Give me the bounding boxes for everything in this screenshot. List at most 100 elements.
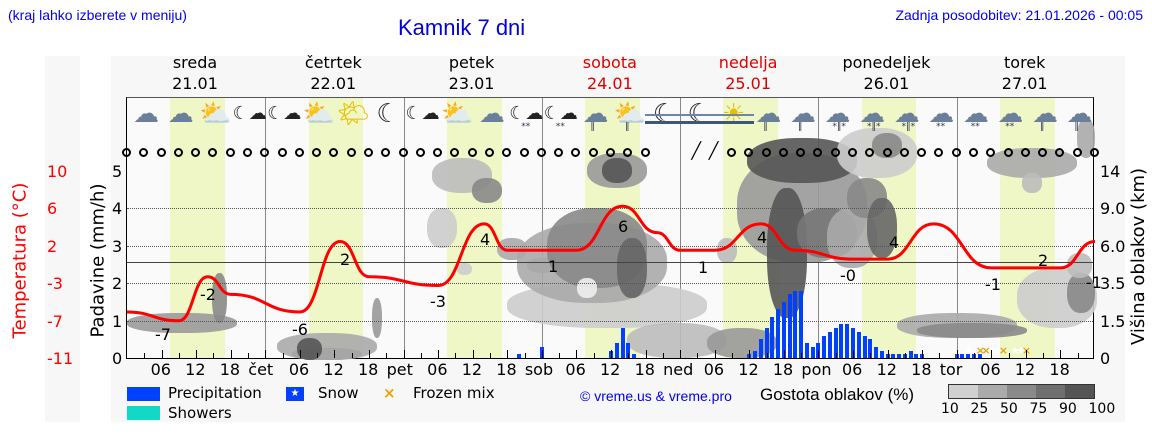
calm-wind-icon bbox=[778, 148, 788, 157]
cloud-axis-label: Višina oblakov (km) bbox=[1128, 167, 1150, 346]
precip-bar bbox=[862, 335, 867, 358]
calm-wind-icon bbox=[951, 148, 961, 157]
calm-wind-icon bbox=[173, 148, 183, 157]
cloud-density-cell bbox=[372, 298, 382, 338]
precip-bar bbox=[764, 328, 769, 358]
x-tick-label: 06 bbox=[842, 360, 863, 379]
axis-tick-label: 5 bbox=[112, 162, 123, 181]
calm-wind-icon bbox=[1003, 148, 1013, 157]
day-header: sobota 24.01 bbox=[541, 52, 679, 94]
temp-extreme-label: -1 bbox=[1086, 273, 1102, 292]
hour-tick bbox=[714, 350, 716, 358]
calm-wind-icon bbox=[848, 148, 857, 157]
x-tick-label: 12 bbox=[1014, 360, 1036, 379]
cloud-density-cell bbox=[1067, 273, 1095, 313]
calm-wind-icon bbox=[744, 148, 754, 157]
hour-tick bbox=[904, 353, 906, 358]
axis-tick-label: 2 bbox=[112, 274, 123, 294]
day-name: četrtek bbox=[304, 53, 362, 72]
calm-wind-icon bbox=[225, 148, 235, 157]
cloud-rain-icon: ☁ ‖ bbox=[755, 99, 782, 132]
calm-wind-icon bbox=[312, 148, 322, 157]
x-tick-label: 18 bbox=[1049, 360, 1070, 379]
precip-mark-icon: ‖ bbox=[625, 122, 630, 132]
precip-mark-icon: ** bbox=[1005, 122, 1015, 132]
hour-tick bbox=[1060, 350, 1062, 358]
frozen-mix-x-icon: × bbox=[975, 344, 985, 357]
x-tick-label: 06 bbox=[288, 360, 310, 379]
legend-snow-label: Snow bbox=[318, 384, 359, 402]
legend-showers-swatch bbox=[127, 406, 160, 420]
calm-wind-icon bbox=[122, 148, 131, 157]
calm-wind-icon bbox=[640, 148, 650, 157]
sun-cloud-rain-icon: ⛅ ‖ bbox=[613, 99, 647, 132]
hour-tick bbox=[1025, 350, 1027, 358]
calm-wind-icon bbox=[917, 148, 927, 157]
calm-wind-icon bbox=[519, 148, 529, 157]
scale-label: 75 bbox=[1029, 401, 1048, 417]
x-tick-label: ned bbox=[663, 360, 694, 379]
scale-label: 25 bbox=[970, 401, 989, 417]
moon-cloud-icon: ☾☁ bbox=[267, 103, 302, 124]
precip-bar bbox=[839, 324, 844, 358]
calm-wind-icon bbox=[606, 148, 615, 157]
cloud-density-cell bbox=[617, 238, 647, 298]
calm-wind-icon bbox=[865, 148, 875, 157]
precip-mark-icon: ‖ bbox=[590, 122, 595, 132]
credit-link[interactable]: © vreme.us & vreme.pro bbox=[580, 388, 732, 404]
hour-tick bbox=[541, 350, 543, 358]
moon-fog-icon: ☾ bbox=[679, 100, 720, 134]
moon-cloud-snow-icon: ☾☁ ** bbox=[543, 103, 578, 132]
x-tick-label: 12 bbox=[461, 360, 483, 379]
calm-wind-icon bbox=[1055, 148, 1065, 157]
day-separator bbox=[541, 98, 543, 358]
scale-label: 50 bbox=[1000, 401, 1018, 417]
calm-wind-icon bbox=[450, 148, 460, 157]
calm-wind-icon bbox=[1090, 148, 1099, 157]
cloud-density-title: Gostota oblakov (%) bbox=[760, 385, 915, 404]
legend-showers-label: Showers bbox=[168, 404, 232, 422]
precip-bar bbox=[810, 346, 815, 358]
precip-bar bbox=[632, 354, 637, 358]
calm-wind-icon bbox=[191, 148, 201, 157]
x-tick-label: 18 bbox=[496, 360, 517, 379]
axis-tick-label: 2 bbox=[47, 236, 58, 256]
hour-tick bbox=[472, 350, 474, 358]
hour-tick bbox=[559, 353, 561, 358]
hour-tick bbox=[420, 353, 422, 358]
hour-tick bbox=[507, 350, 509, 358]
temperature-curve bbox=[127, 204, 1095, 323]
day-date: 22.01 bbox=[310, 74, 357, 93]
axis-tick-label: 0 bbox=[1100, 349, 1111, 368]
cloud-density-cell bbox=[1077, 118, 1095, 158]
hour-tick bbox=[455, 353, 457, 358]
temp-extreme-label: 4 bbox=[480, 230, 491, 249]
precip-bar bbox=[874, 346, 879, 358]
scale-label: 100 bbox=[1088, 401, 1116, 417]
wind-barb-icon: ╱ bbox=[708, 141, 719, 160]
precip-bar bbox=[827, 331, 832, 358]
calm-wind-icon bbox=[243, 148, 252, 157]
forecast-plot: ☁ ☁ ⛅ ☾☁ ☾☁ ⛅ 🌤 ☾ ☾☁ ⛅ ☁ ☾☁ ** ☾☁ ** ☁ ‖ ⛅ ‖ ☾ ☾ ☀ ☁ ‖ ☁ ‖ ☁ *‖* ☁ *‖… bbox=[122, 97, 1099, 360]
calm-wind-icon bbox=[882, 148, 892, 157]
calm-wind-icon bbox=[986, 148, 996, 157]
precip-bar bbox=[960, 354, 965, 358]
region-menu-hint[interactable]: (kraj lahko izberete v meniju) bbox=[8, 7, 187, 23]
hour-tick bbox=[732, 353, 733, 358]
precip-bar bbox=[799, 290, 804, 358]
hour-tick bbox=[282, 353, 284, 358]
hour-tick bbox=[213, 353, 215, 358]
day-date: 26.01 bbox=[863, 74, 910, 93]
calm-wind-icon bbox=[433, 148, 443, 157]
precip-bar bbox=[822, 335, 827, 358]
temp-extreme-label: -1 bbox=[985, 275, 1001, 294]
day-name: nedelja bbox=[718, 53, 778, 72]
precip-bar bbox=[614, 343, 619, 358]
temp-extreme-label: -6 bbox=[292, 320, 308, 339]
cloud-density-cell bbox=[1022, 173, 1042, 193]
fog-lines-icon bbox=[644, 114, 685, 124]
hour-tick bbox=[887, 350, 889, 358]
precip-bar bbox=[516, 354, 521, 358]
hour-tick bbox=[317, 353, 319, 358]
hour-tick bbox=[178, 353, 180, 358]
